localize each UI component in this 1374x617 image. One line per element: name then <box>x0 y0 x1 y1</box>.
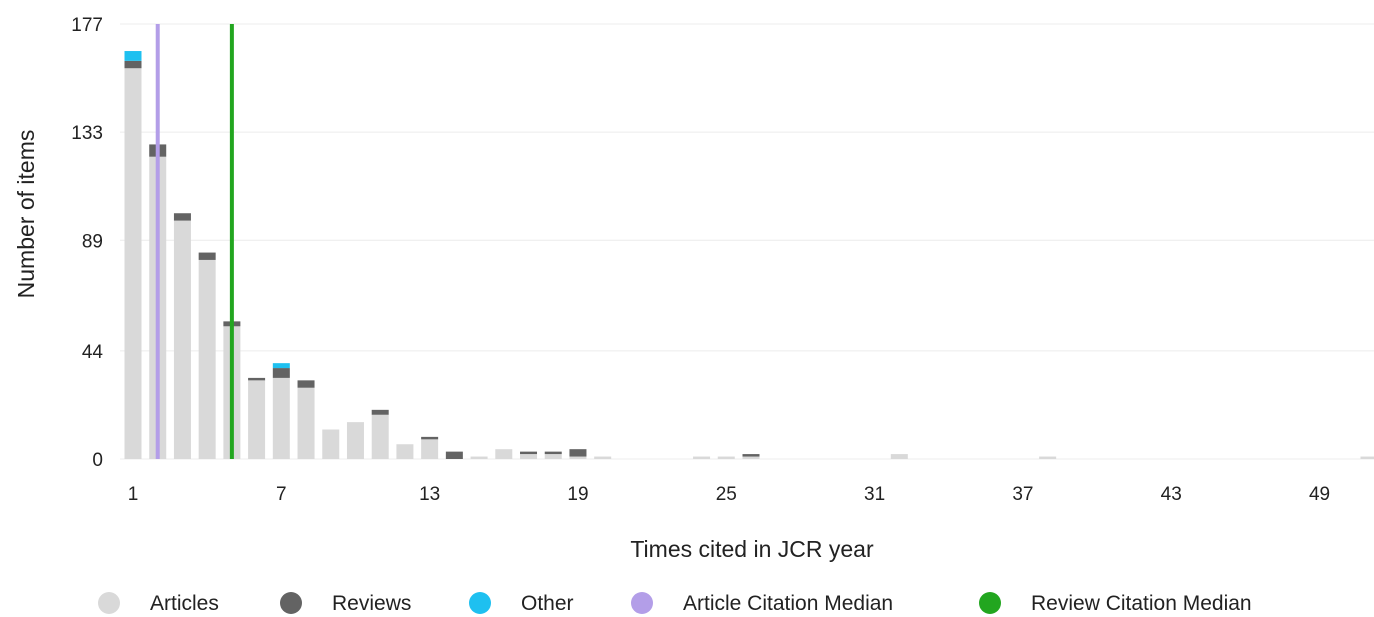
bar-reviews-14[interactable] <box>445 451 463 459</box>
x-axis-ticks: 1 7 13 19 25 31 37 43 49 <box>128 484 1330 505</box>
bar-reviews-7[interactable] <box>272 368 290 378</box>
bar-articles-20[interactable] <box>594 456 612 459</box>
bar-articles-13[interactable] <box>421 439 439 459</box>
bar-articles-26[interactable] <box>742 456 760 459</box>
bar-articles-17[interactable] <box>520 454 538 459</box>
bar-reviews-13[interactable] <box>421 436 439 440</box>
bar-reviews-1[interactable] <box>124 60 142 69</box>
x-tick-label: 19 <box>567 484 588 505</box>
legend-item-articles[interactable]: Articles <box>98 592 219 615</box>
legend-label-other: Other <box>521 592 574 615</box>
x-tick-label: 7 <box>276 484 287 505</box>
bar-articles-16[interactable] <box>495 449 513 459</box>
x-tick-label: 37 <box>1012 484 1033 505</box>
y-tick-label: 133 <box>71 123 103 144</box>
legend-item-other[interactable]: Other <box>469 592 574 615</box>
bar-articles-24[interactable] <box>693 456 711 459</box>
y-tick-label: 0 <box>92 450 103 471</box>
legend-item-reviews[interactable]: Reviews <box>280 592 411 615</box>
bar-articles-18[interactable] <box>544 454 562 459</box>
bar-articles-4[interactable] <box>198 259 216 459</box>
bar-articles-10[interactable] <box>346 422 364 459</box>
median-lines <box>155 24 234 459</box>
y-tick-label: 89 <box>82 231 103 252</box>
legend-item-review-citation-median[interactable]: Review Citation Median <box>979 592 1252 615</box>
bar-reviews-26[interactable] <box>742 454 760 457</box>
bar-articles-3[interactable] <box>173 220 191 459</box>
legend-swatch-other <box>469 592 491 614</box>
legend-item-article-citation-median[interactable]: Article Citation Median <box>631 592 893 615</box>
legend-swatch-article-citation-median <box>631 592 653 614</box>
legend: Articles Reviews Other Article Citation Med… <box>98 592 1252 615</box>
y-axis-ticks: 0 44 89 133 177 <box>71 15 103 471</box>
bar-articles-6[interactable] <box>248 380 266 459</box>
bar-reviews-8[interactable] <box>297 380 315 388</box>
x-tick-label: 13 <box>419 484 440 505</box>
x-tick-label: 43 <box>1161 484 1182 505</box>
bar-reviews-11[interactable] <box>371 409 389 415</box>
legend-label-article-citation-median: Article Citation Median <box>683 592 893 615</box>
bar-reviews-6[interactable] <box>248 377 266 381</box>
bar-other-1[interactable] <box>124 51 142 61</box>
x-tick-label: 31 <box>864 484 885 505</box>
bar-articles-11[interactable] <box>371 414 389 459</box>
legend-label-review-citation-median: Review Citation Median <box>1031 592 1252 615</box>
bar-reviews-3[interactable] <box>173 213 191 221</box>
bar-reviews-19[interactable] <box>569 449 587 457</box>
bar-articles-19[interactable] <box>569 456 587 459</box>
x-tick-label: 1 <box>128 484 139 505</box>
x-tick-label: 25 <box>716 484 737 505</box>
bar-reviews-18[interactable] <box>544 451 562 455</box>
x-axis-title: Times cited in JCR year <box>630 536 874 562</box>
bar-articles-1[interactable] <box>124 68 142 459</box>
y-axis-title: Number of items <box>13 130 39 299</box>
bar-articles-51[interactable] <box>1360 456 1374 459</box>
bars <box>124 51 1374 460</box>
bar-articles-12[interactable] <box>396 444 414 459</box>
y-tick-label: 44 <box>82 342 104 363</box>
y-tick-label: 177 <box>71 15 103 36</box>
bar-articles-9[interactable] <box>322 429 340 459</box>
bar-articles-32[interactable] <box>890 454 908 459</box>
bar-reviews-4[interactable] <box>198 252 216 260</box>
x-tick-label: 49 <box>1309 484 1330 505</box>
legend-swatch-articles <box>98 592 120 614</box>
legend-swatch-reviews <box>280 592 302 614</box>
bar-articles-25[interactable] <box>717 456 735 459</box>
bar-articles-38[interactable] <box>1039 456 1057 459</box>
bar-articles-7[interactable] <box>272 377 290 459</box>
legend-label-reviews: Reviews <box>332 592 411 615</box>
bar-articles-8[interactable] <box>297 387 315 459</box>
grid <box>120 23 1374 460</box>
bar-other-7[interactable] <box>272 363 290 369</box>
bar-reviews-17[interactable] <box>520 451 538 455</box>
legend-label-articles: Articles <box>150 592 219 615</box>
legend-swatch-review-citation-median <box>979 592 1001 614</box>
bar-articles-15[interactable] <box>470 456 488 459</box>
